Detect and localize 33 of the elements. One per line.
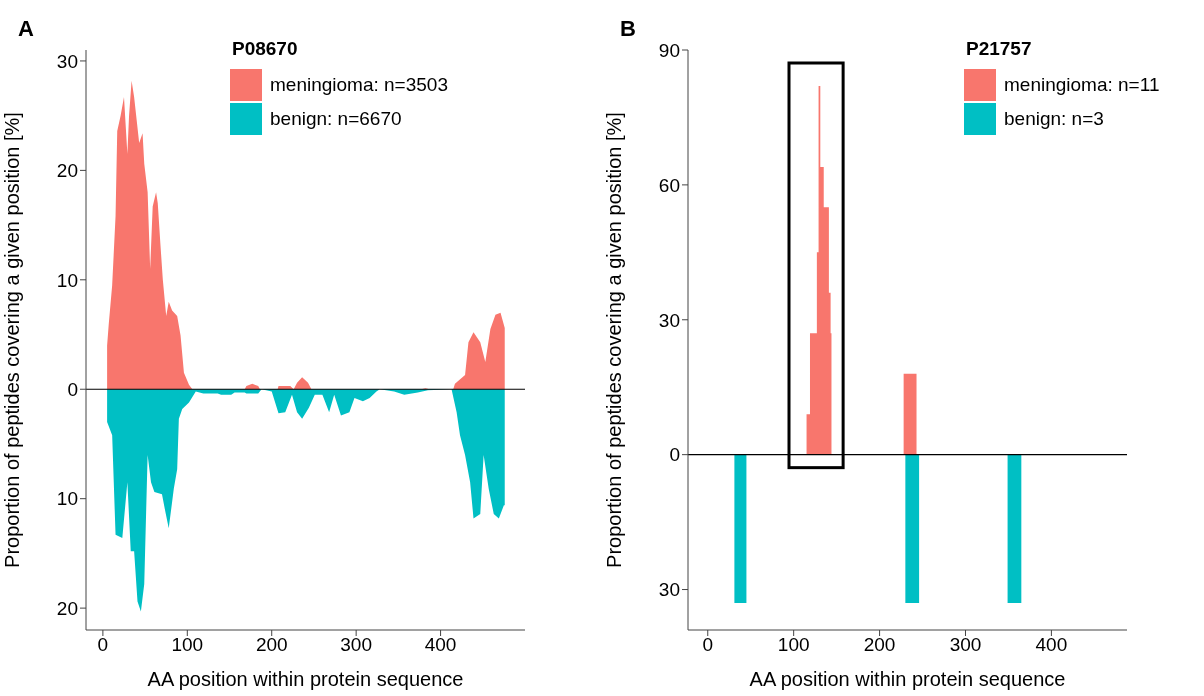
text: A <box>18 16 34 42</box>
y-tick-label: 10 <box>56 488 78 510</box>
x-tick-label: 0 <box>702 634 714 656</box>
y-axis-title: Proportion of peptides covering a given position [%] <box>1 112 24 568</box>
y-tick-label: 30 <box>56 50 78 72</box>
x-tick-label: 300 <box>340 634 373 656</box>
legend-label: meningioma: n=3503 <box>270 74 448 96</box>
x-axis-title: AA position within protein sequence <box>749 668 1066 690</box>
y-tick-label: 30 <box>658 309 680 331</box>
legend-label: benign: n=6670 <box>270 108 402 130</box>
x-tick-label: 400 <box>424 634 457 656</box>
x-axis-title: AA position within protein sequence <box>147 668 464 690</box>
y-tick-label: 20 <box>56 597 78 619</box>
x-tick-label: 100 <box>777 634 810 656</box>
x-tick-label: 200 <box>255 634 288 656</box>
legend-title: P21757 <box>966 38 1033 60</box>
legend-title: P08670 <box>232 38 299 60</box>
legend-label: benign: n=3 <box>1004 108 1104 130</box>
x-tick-label: 0 <box>97 634 109 656</box>
y-axis-title: Proportion of peptides covering a given position [%] <box>603 112 626 568</box>
y-tick-label: 90 <box>658 39 680 61</box>
x-tick-label: 300 <box>949 634 982 656</box>
text: B <box>620 16 636 42</box>
y-tick-label: 30 <box>658 579 680 601</box>
x-tick-label: 200 <box>863 634 896 656</box>
y-tick-label: 20 <box>56 160 78 182</box>
y-tick-label: 60 <box>658 174 680 196</box>
y-tick-label: 10 <box>56 269 78 291</box>
legend-label: meningioma: n=11 <box>1004 74 1160 96</box>
y-tick-label: 0 <box>67 378 78 400</box>
x-tick-label: 100 <box>171 634 204 656</box>
y-tick-label: 0 <box>669 444 680 466</box>
x-tick-label: 400 <box>1035 634 1068 656</box>
